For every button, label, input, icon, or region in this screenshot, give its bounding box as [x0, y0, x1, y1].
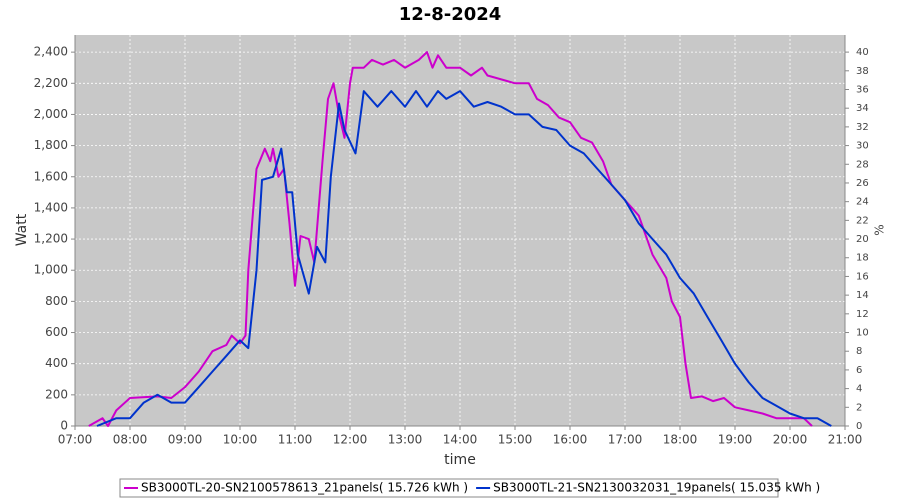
y2-tick-label: 36: [856, 84, 869, 95]
y2-tick-label: 24: [856, 197, 869, 208]
x-tick-label: 18:00: [663, 433, 698, 447]
series-line: [96, 90, 832, 427]
y2-tick-label: 14: [856, 290, 869, 301]
x-tick-label: 14:00: [443, 433, 478, 447]
y-tick-label: 2,400: [34, 45, 68, 59]
legend-label: SB3000TL-21-SN2130032031_19panels( 15.03…: [493, 481, 820, 495]
x-tick-label: 07:00: [58, 433, 93, 447]
x-tick-label: 11:00: [278, 433, 313, 447]
x-tick-label: 16:00: [553, 433, 588, 447]
y2-tick-label: 38: [856, 66, 869, 77]
x-tick-label: 17:00: [608, 433, 643, 447]
x-tick-label: 09:00: [168, 433, 203, 447]
x-tick-label: 10:00: [223, 433, 258, 447]
y2-tick-label: 32: [856, 122, 869, 133]
y2-tick-label: 22: [856, 215, 869, 226]
y2-tick-label: 40: [856, 47, 869, 58]
y2-tick-label: 2: [856, 402, 862, 413]
x-tick-label: 15:00: [498, 433, 533, 447]
y-tick-label: 2,000: [34, 107, 68, 121]
y-tick-label: 200: [45, 387, 68, 401]
y2-tick-label: 18: [856, 253, 869, 264]
y2-tick-label: 12: [856, 309, 869, 320]
legend-box: [119, 478, 779, 498]
x-tick-label: 13:00: [388, 433, 423, 447]
y2-tick-label: 0: [856, 421, 862, 432]
y-tick-label: 600: [45, 325, 68, 339]
y-tick-label: 2,200: [34, 76, 68, 90]
y2-tick-label: 16: [856, 271, 869, 282]
y-tick-label: 800: [45, 294, 68, 308]
y-tick-label: 1,800: [34, 138, 68, 152]
y-axis-label: Watt: [14, 213, 30, 246]
y2-tick-label: 28: [856, 159, 869, 170]
y2-tick-label: 20: [856, 234, 869, 245]
y2-tick-label: 4: [856, 384, 862, 395]
x-tick-label: 20:00: [773, 433, 808, 447]
y2-tick-label: 10: [856, 328, 869, 339]
y2-tick-label: 8: [856, 346, 862, 357]
y2-axis-label: %: [873, 224, 887, 235]
y-tick-label: 1,600: [34, 169, 68, 183]
x-tick-label: 19:00: [718, 433, 753, 447]
y-tick-label: 1,200: [34, 232, 68, 246]
y-tick-label: 1,400: [34, 200, 68, 214]
y2-tick-label: 6: [856, 365, 862, 376]
y-tick-label: 400: [45, 356, 68, 370]
y2-tick-label: 34: [856, 103, 869, 114]
y2-tick-label: 30: [856, 141, 869, 152]
y-tick-label: 0: [60, 419, 68, 433]
legend-label: SB3000TL-20-SN2100578613_21panels( 15.72…: [141, 481, 468, 495]
x-axis-label: time: [444, 452, 476, 468]
x-tick-label: 12:00: [333, 433, 368, 447]
chart-title: 12-8-2024: [399, 4, 502, 25]
y-tick-label: 1,000: [34, 263, 68, 277]
x-tick-label: 21:00: [828, 433, 863, 447]
y2-tick-label: 26: [856, 178, 869, 189]
x-tick-label: 08:00: [113, 433, 148, 447]
